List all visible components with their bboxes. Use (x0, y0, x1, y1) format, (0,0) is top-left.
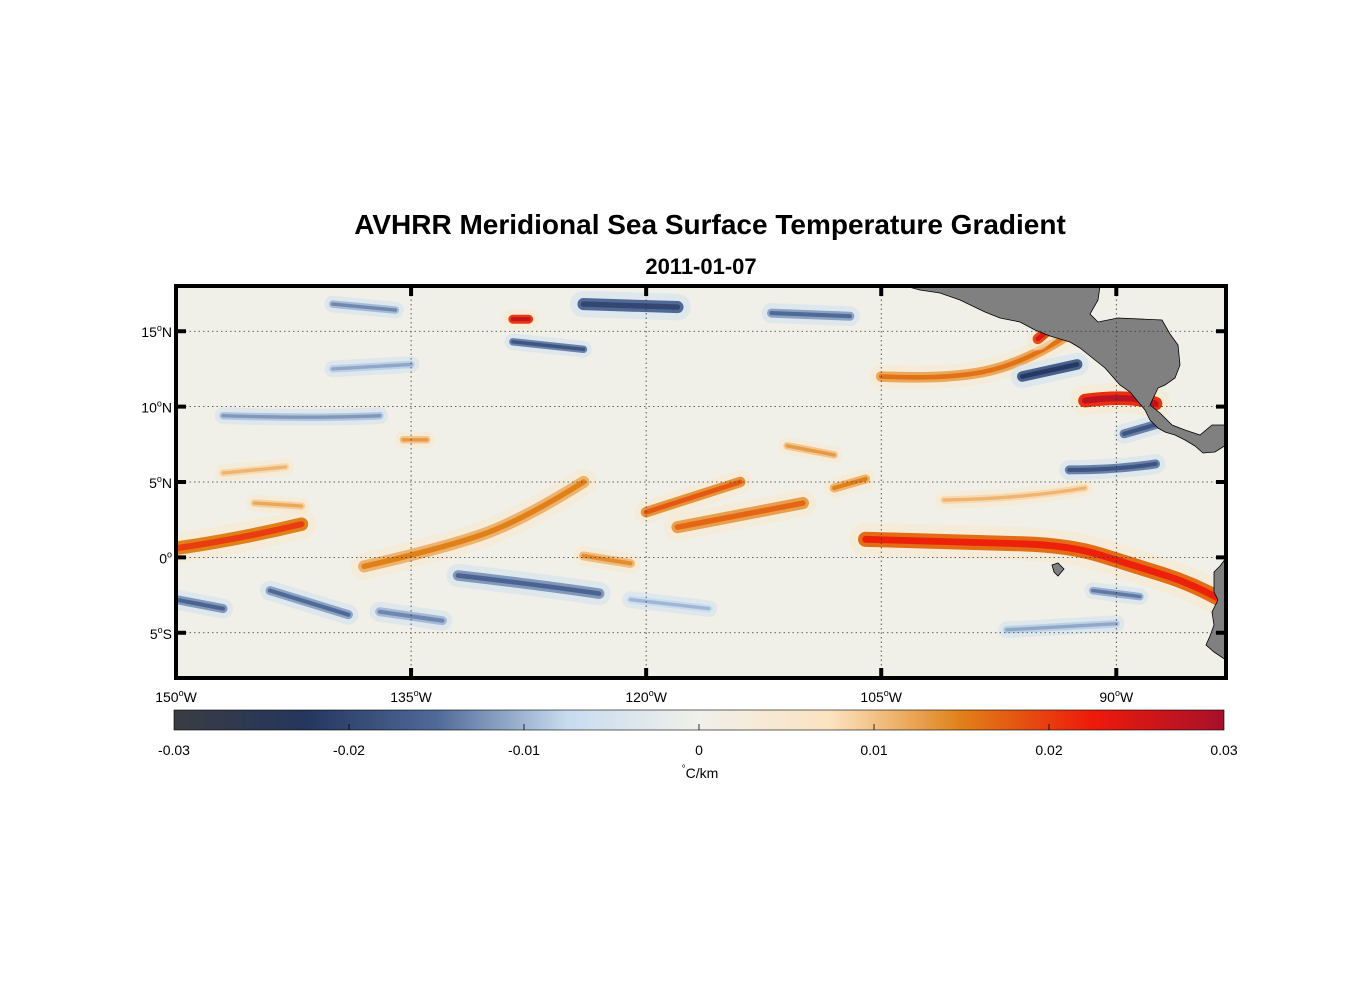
x-tick-hemisphere: W (184, 689, 198, 705)
x-tick-degree: o (179, 688, 184, 698)
x-tick-number: 135 (390, 689, 414, 705)
feature-cold-core (331, 362, 413, 371)
x-tick-hemisphere: W (419, 689, 433, 705)
x-tick-degree: o (649, 688, 654, 698)
colorbar-tick-label: 0 (695, 742, 703, 758)
feature-cold-core (1004, 622, 1118, 632)
chart-title: AVHRR Meridional Sea Surface Temperature… (354, 209, 1066, 240)
y-tick-number: 5 (150, 626, 158, 642)
feature-warm-core (862, 535, 1226, 606)
y-tick-number: 0 (159, 550, 167, 566)
x-tick-label: 120oW (625, 688, 667, 705)
colorbar-tick-label: 0.03 (1210, 742, 1237, 758)
y-tick-number: 15 (141, 324, 157, 340)
y-tick-hemisphere: N (162, 324, 172, 340)
feature-cold-core (221, 414, 382, 419)
x-tick-number: 120 (625, 689, 649, 705)
x-tick-hemisphere: W (654, 689, 668, 705)
chart-subtitle: 2011-01-07 (645, 254, 756, 279)
x-tick-number: 105 (860, 689, 884, 705)
feature-warm-core (942, 486, 1087, 502)
colorbar-tick-label: 0.02 (1035, 742, 1062, 758)
feature-cold-core (511, 340, 586, 351)
feature-warm-core (878, 331, 1072, 380)
y-tick-label: 5oN (149, 474, 172, 491)
feature-warm-core (176, 521, 305, 552)
x-tick-hemisphere: W (889, 689, 903, 705)
y-tick-label: 0o (159, 549, 172, 566)
y-tick-degree: o (167, 549, 172, 559)
y-tick-number: 10 (141, 400, 157, 416)
y-tick-degree: o (157, 399, 162, 409)
feature-cold-core (331, 302, 398, 312)
feature-warm-core (674, 500, 806, 530)
x-tick-degree: o (1115, 688, 1120, 698)
y-tick-hemisphere: N (162, 400, 172, 416)
feature-cold-core (267, 588, 351, 617)
land-mass (904, 286, 1226, 454)
feature-cold-core (769, 311, 852, 319)
unit-degree-symbol: ° (682, 764, 686, 775)
feature-cold-core (455, 573, 602, 596)
y-tick-degree: o (157, 474, 162, 484)
x-tick-degree: o (884, 688, 889, 698)
y-tick-number: 5 (149, 475, 157, 491)
x-tick-label: 90oW (1099, 688, 1134, 705)
x-tick-label: 135oW (390, 688, 432, 705)
colorbar-tick-label: -0.01 (508, 742, 540, 758)
y-tick-label: 10oN (141, 399, 172, 416)
feature-cold-core (628, 597, 711, 611)
land-central-america (904, 286, 1226, 661)
feature-warm-core (361, 479, 587, 570)
colorbar-tick-label: -0.03 (158, 742, 190, 758)
colorbar-ticks: -0.03 -0.02 -0.01 0 0.01 0.02 0.03 (158, 724, 1238, 758)
y-tick-label: 5oS (150, 625, 172, 642)
feature-warm-core (252, 501, 304, 508)
land-mass (1051, 562, 1065, 577)
x-axis-ticks: 150oW 135oW 120oW 105oW 90oW (155, 286, 1134, 705)
x-tick-degree: o (414, 688, 419, 698)
y-tick-hemisphere: S (163, 626, 172, 642)
feature-cold-core (1067, 461, 1158, 472)
feature-warm-core (643, 479, 743, 515)
x-tick-number: 90 (1099, 689, 1115, 705)
x-tick-number: 150 (155, 689, 179, 705)
x-tick-hemisphere: W (1120, 689, 1134, 705)
x-tick-label: 150oW (155, 688, 197, 705)
feature-cold-core (1019, 362, 1080, 379)
x-tick-label: 105oW (860, 688, 902, 705)
feature-cold-core (580, 301, 681, 310)
unit-text: C/km (686, 765, 719, 781)
feature-cold-core (1091, 588, 1142, 599)
colorbar-tick-label: -0.02 (333, 742, 365, 758)
feature-cold-core (176, 597, 226, 611)
y-tick-hemisphere: N (162, 475, 172, 491)
y-tick-degree: o (158, 625, 163, 635)
feature-warm-core (832, 476, 868, 491)
y-tick-degree: o (157, 323, 162, 333)
colorbar-unit-label: °C/km (682, 764, 719, 781)
y-tick-label: 15oN (141, 323, 172, 340)
feature-cold-core (377, 609, 445, 623)
feature-warm-core (221, 465, 288, 475)
feature-cold-core (1122, 422, 1158, 436)
colorbar-tick-label: 0.01 (860, 742, 887, 758)
feature-warm-core (785, 444, 836, 457)
